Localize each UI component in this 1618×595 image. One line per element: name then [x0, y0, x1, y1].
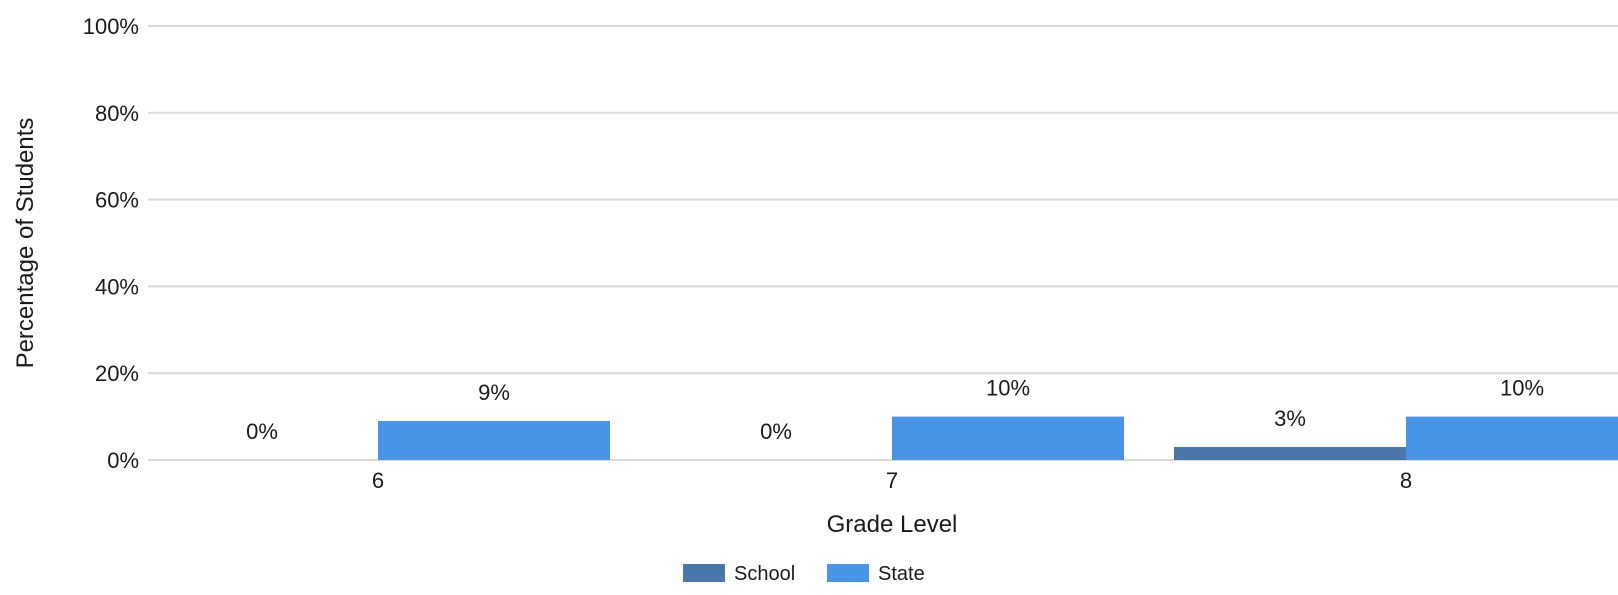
- data-label: 0%: [246, 419, 278, 444]
- x-tick-label: 6: [372, 468, 384, 493]
- y-axis-title: Percentage of Students: [12, 118, 39, 369]
- legend: School State: [683, 563, 925, 585]
- gridlines: [148, 25, 1618, 461]
- bar-state-7: [892, 416, 1124, 460]
- data-label: 3%: [1274, 406, 1306, 431]
- legend-swatch-state: [827, 564, 869, 582]
- bar-state-8: [1406, 416, 1618, 460]
- y-tick-label: 80%: [95, 101, 139, 126]
- axes: 0% 20% 40% 60% 80% 100% 6 7 8: [83, 14, 1412, 493]
- bar-state-6: [378, 420, 610, 460]
- data-label: 0%: [760, 419, 792, 444]
- x-tick-label: 8: [1400, 468, 1412, 493]
- y-tick-label: 100%: [83, 14, 139, 39]
- y-tick-label: 40%: [95, 274, 139, 299]
- data-label: 9%: [478, 380, 510, 405]
- legend-label-school: School: [734, 563, 795, 585]
- y-tick-label: 20%: [95, 361, 139, 386]
- x-tick-label: 7: [886, 468, 898, 493]
- legend-swatch-school: [683, 564, 725, 582]
- x-axis-title: Grade Level: [827, 511, 958, 538]
- data-label: 10%: [1500, 376, 1544, 401]
- data-label: 10%: [986, 376, 1030, 401]
- bars: [378, 416, 1618, 460]
- data-labels: 0% 9% 0% 10% 3% 10%: [246, 376, 1544, 444]
- bar-school-8: [1174, 446, 1406, 460]
- y-tick-label: 60%: [95, 188, 139, 213]
- y-tick-label: 0%: [107, 448, 139, 473]
- legend-label-state: State: [878, 563, 925, 585]
